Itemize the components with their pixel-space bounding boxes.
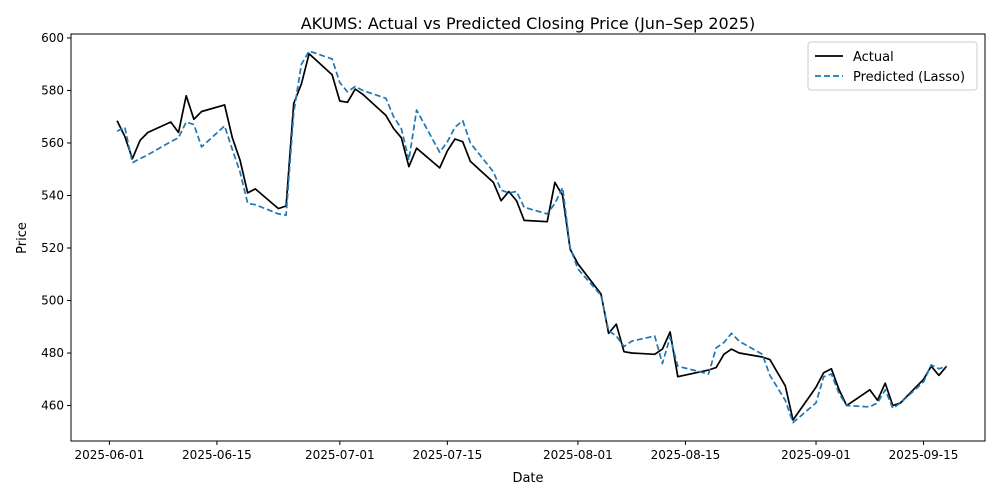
legend-box: [807, 41, 978, 91]
y-tick-label: 540: [41, 188, 64, 202]
series-line-predicted: [116, 50, 947, 424]
x-tick-label: 2025-08-01: [543, 448, 613, 462]
x-tick-label: 2025-09-15: [889, 448, 959, 462]
y-tick-label: 460: [41, 399, 64, 413]
y-tick-label: 520: [41, 241, 64, 255]
y-tick-label: 500: [41, 294, 64, 308]
y-tick-label: 580: [41, 83, 64, 97]
x-tick-label: 2025-07-01: [305, 448, 375, 462]
y-tick-label: 560: [41, 136, 64, 150]
x-tick-label: 2025-09-01: [781, 448, 851, 462]
axes-frame: [70, 33, 986, 442]
x-axis: 2025-06-01 2025-06-15 2025-07-01 2025-07-15…: [75, 441, 959, 462]
x-tick-label: 2025-06-15: [182, 448, 252, 462]
legend-label: Predicted (Lasso): [853, 70, 965, 85]
legend: Actual Predicted (Lasso): [807, 41, 978, 91]
plot-area: [116, 50, 948, 424]
x-tick-label: 2025-06-01: [75, 448, 145, 462]
chart-title: AKUMS: Actual vs Predicted Closing Price…: [301, 14, 756, 33]
legend-label: Actual: [853, 50, 894, 65]
y-axis-label: Price: [15, 222, 30, 254]
x-tick-label: 2025-08-15: [651, 448, 721, 462]
x-tick-label: 2025-07-15: [412, 448, 482, 462]
series-line-actual: [116, 52, 948, 421]
y-tick-label: 600: [41, 31, 64, 45]
x-axis-label: Date: [512, 471, 543, 486]
y-tick-label: 480: [41, 346, 64, 360]
y-axis: 460 480 500 520 540 560 580 600: [41, 31, 71, 413]
